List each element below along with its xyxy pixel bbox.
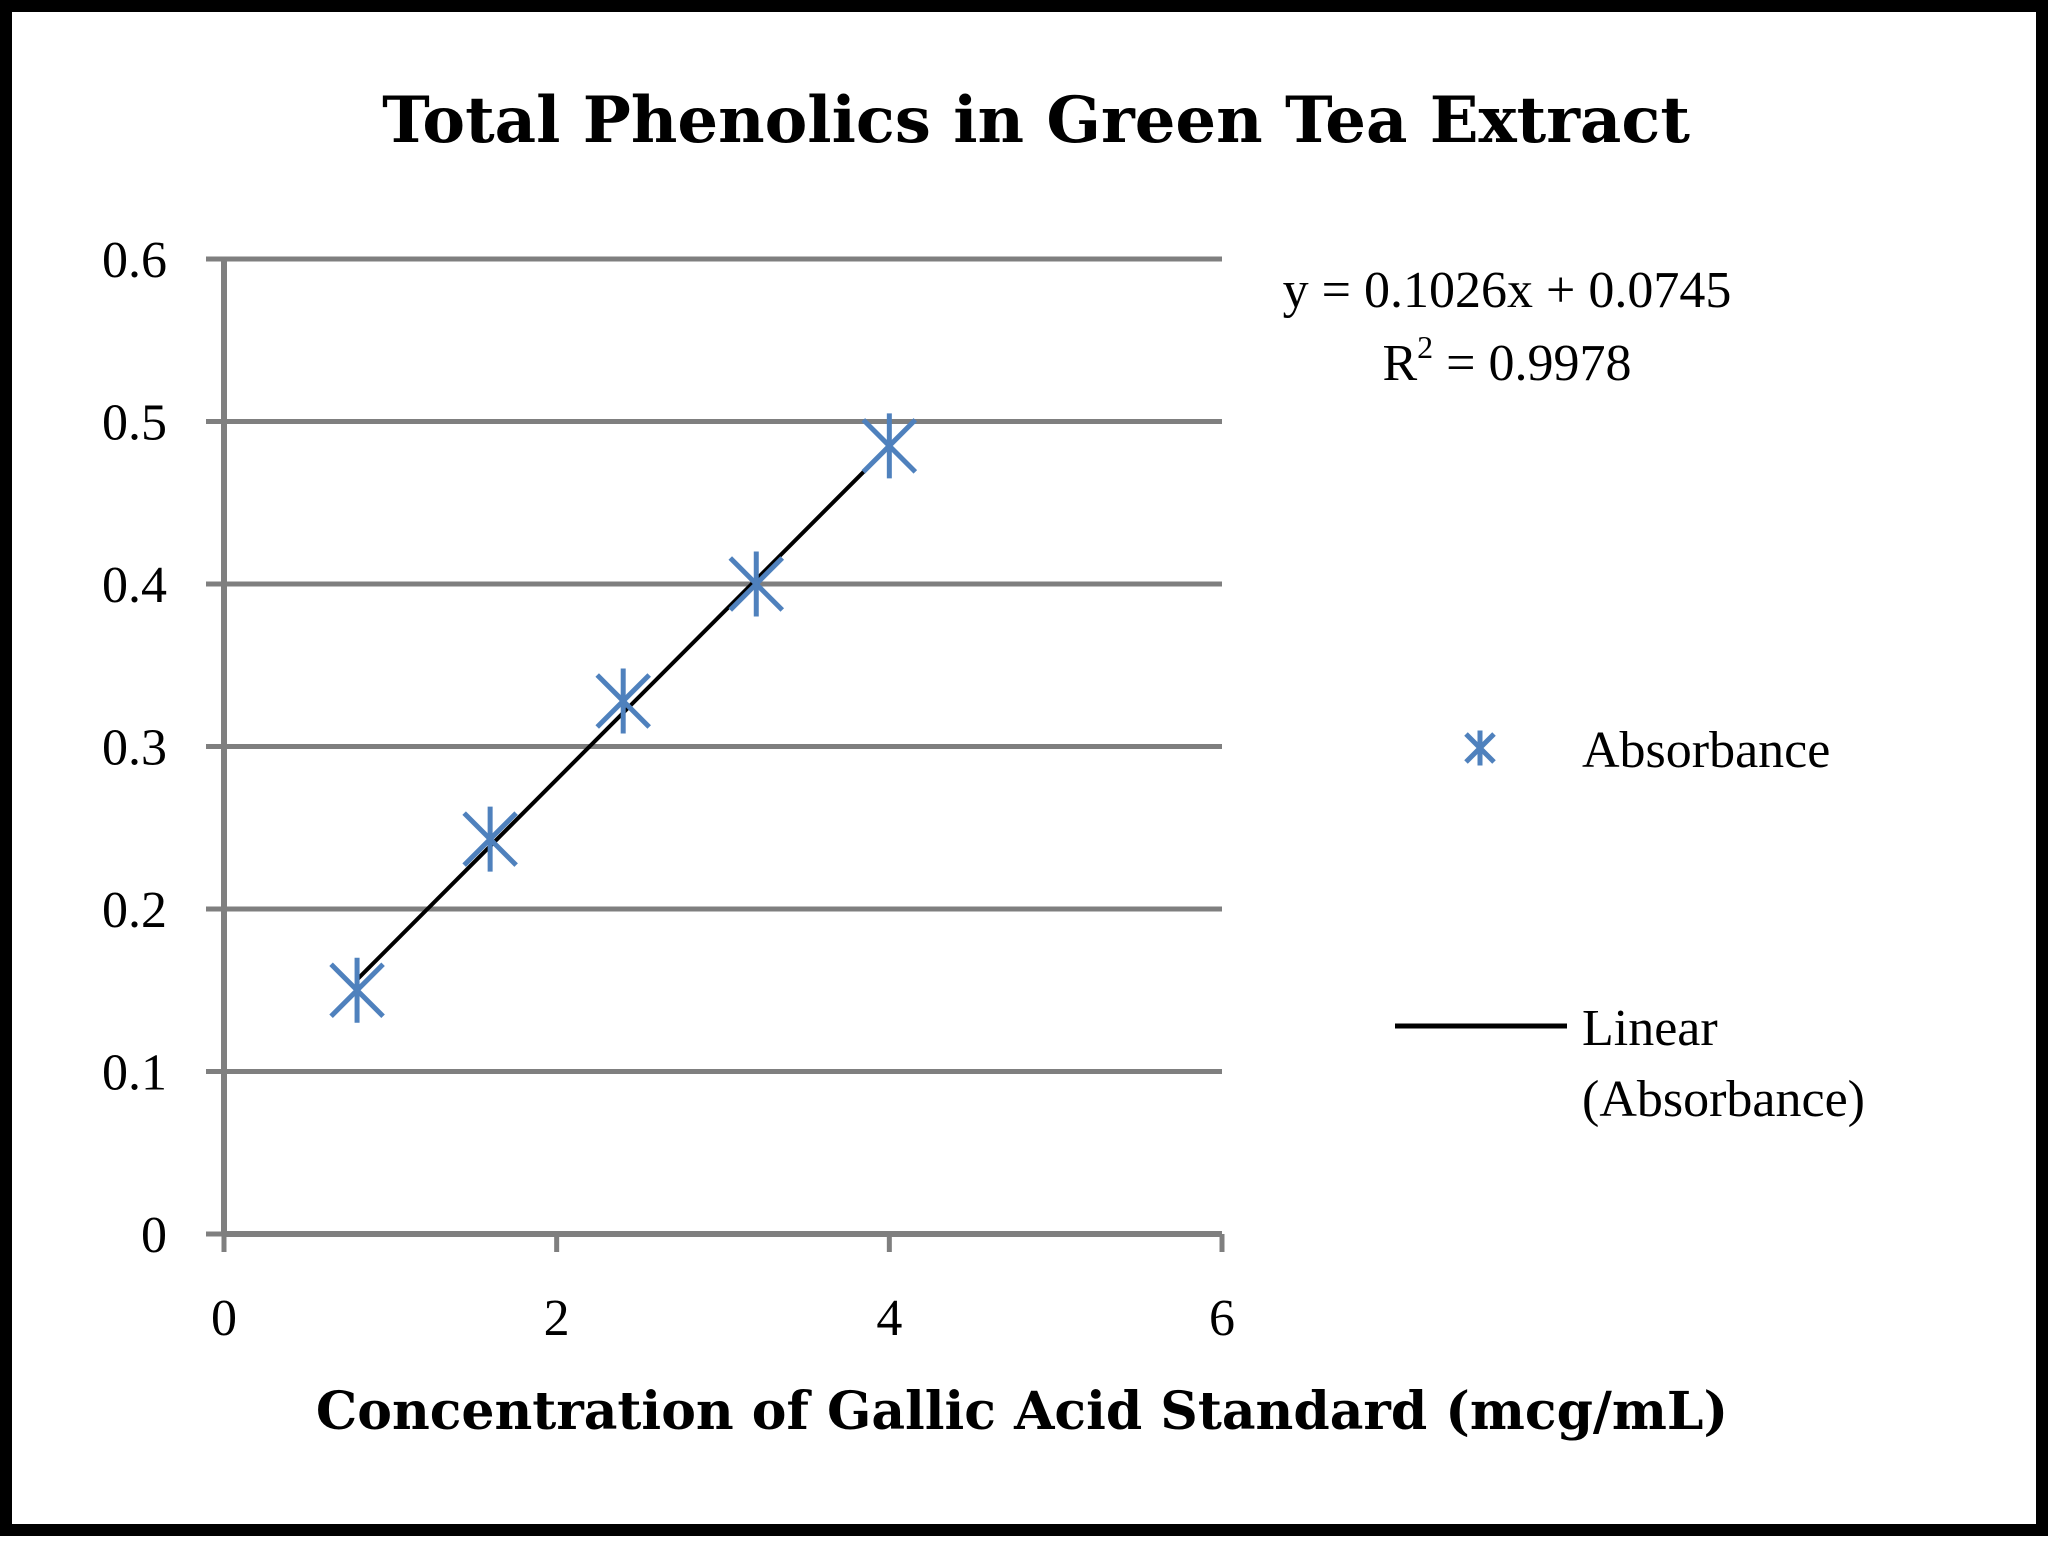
- x-tick-label-3: 6: [1209, 1290, 1235, 1347]
- data-point-3: [728, 551, 785, 617]
- y-tick-label-3: 0.3: [102, 720, 167, 777]
- legend-marker-absorbance: [1464, 730, 1496, 766]
- y-tick-label-2: 0.2: [102, 882, 167, 939]
- x-tick-label-1: 2: [544, 1290, 570, 1347]
- r-squared-label: R2 = 0.9978: [1382, 329, 1631, 392]
- legend-label-absorbance: Absorbance: [1582, 722, 1830, 779]
- y-tick-label-4: 0.4: [102, 557, 167, 614]
- chart-title: Total Phenolics in Green Tea Extract: [382, 83, 1690, 158]
- axes: [206, 256, 1225, 1252]
- y-tick-label-6: 0.6: [102, 232, 167, 289]
- x-tick-labels: 0 2 4 6: [211, 1290, 1235, 1347]
- data-point-4: [861, 413, 918, 479]
- gridlines: [224, 256, 1222, 1074]
- r-squared-value: = 0.9978: [1433, 335, 1631, 392]
- legend: Absorbance Linear (Absorbance): [1395, 722, 1865, 1128]
- y-tick-label-5: 0.5: [102, 395, 167, 452]
- x-axis-title: Concentration of Gallic Acid Standard (m…: [316, 1381, 1728, 1442]
- legend-label-linear: Linear: [1582, 1000, 1718, 1057]
- y-tick-label-1: 0.1: [102, 1045, 167, 1102]
- chart-svg: Total Phenolics in Green Tea Extract 0 0.…: [102, 83, 1865, 1442]
- data-markers: [329, 413, 918, 1023]
- r-squared-exponent: 2: [1417, 329, 1433, 365]
- x-tick-label-0: 0: [211, 1290, 237, 1347]
- y-tick-label-0: 0: [141, 1207, 167, 1264]
- legend-label-absorbance-paren: (Absorbance): [1582, 1071, 1865, 1128]
- trendline-equation: y = 0.1026x + 0.0745: [1283, 262, 1732, 319]
- data-point-0: [329, 957, 385, 1023]
- legend-asterisk: [1464, 730, 1496, 766]
- y-tick-labels: 0 0.1 0.2 0.3 0.4 0.5 0.6: [102, 232, 167, 1264]
- r-squared-prefix: R: [1382, 335, 1417, 392]
- x-tick-label-2: 4: [876, 1290, 902, 1347]
- data-point-2: [595, 668, 651, 734]
- data-point-1: [462, 806, 518, 872]
